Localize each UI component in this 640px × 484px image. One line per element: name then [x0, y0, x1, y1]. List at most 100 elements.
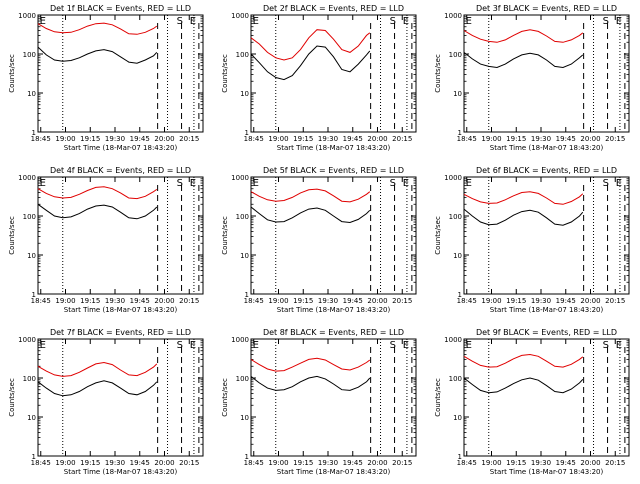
chart-panel-4: Det 4f BLACK = Events, RED = LLD 1 10 100 10… — [8, 166, 204, 314]
chart-title: Det 4f BLACK = Events, RED = LLD — [50, 166, 191, 175]
x-tick-label: 19:15 — [293, 459, 313, 467]
y-tick-label: 1 — [458, 453, 462, 461]
x-axis-label: Start Time (18-Mar-07 18:43:20) — [277, 468, 391, 476]
plot-frame — [463, 14, 630, 133]
chart-panel-9: Det 9f BLACK = Events, RED = LLD 1 10 100 10… — [434, 328, 630, 476]
plot-frame — [250, 176, 417, 295]
series-line-red — [250, 357, 371, 372]
event-marker-label: S — [177, 178, 183, 189]
x-tick-label: 19:45 — [556, 459, 576, 467]
x-tick-label: 19:30 — [105, 297, 125, 305]
series-line-black — [37, 46, 158, 64]
event-marker-label: S — [390, 340, 396, 351]
y-tick-label: 1000 — [444, 174, 462, 182]
plot-frame — [37, 338, 204, 457]
x-tick-label: 19:00 — [55, 459, 75, 467]
y-tick-label: 1 — [32, 453, 36, 461]
y-tick-label: 10 — [453, 90, 462, 98]
y-tick-label: 10 — [240, 252, 249, 260]
y-tick-label: 1000 — [231, 336, 249, 344]
event-marker-label: E — [403, 340, 409, 351]
x-tick-label: 20:15 — [605, 297, 625, 305]
x-tick-label: 19:30 — [105, 135, 125, 143]
x-tick-label: 20:00 — [154, 459, 174, 467]
plot-frame — [250, 14, 417, 133]
x-tick-label: 18:45 — [244, 459, 264, 467]
series-line-black — [250, 45, 371, 81]
x-tick-label: 20:15 — [179, 135, 199, 143]
x-tick-label: 19:00 — [55, 135, 75, 143]
x-tick-label: 19:15 — [80, 459, 100, 467]
y-tick-label: 1 — [245, 129, 249, 137]
x-tick-label: 19:30 — [531, 459, 551, 467]
x-tick-label: 20:00 — [154, 297, 174, 305]
chart-panel-6: Det 6f BLACK = Events, RED = LLD 1 10 100 10… — [434, 166, 630, 314]
plot-frame — [37, 176, 204, 295]
y-axis-label: Counts/sec — [221, 54, 229, 93]
x-tick-label: 18:45 — [457, 135, 477, 143]
y-tick-label: 1000 — [18, 174, 36, 182]
chart-title: Det 6f BLACK = Events, RED = LLD — [476, 166, 617, 175]
event-marker-label: S — [603, 178, 609, 189]
series-line-black — [463, 52, 584, 69]
y-axis-label: Counts/sec — [8, 378, 16, 417]
series-line-black — [250, 206, 371, 224]
x-tick-label: 20:15 — [179, 459, 199, 467]
event-marker-label: E — [253, 340, 259, 351]
x-tick-label: 19:45 — [343, 135, 363, 143]
x-tick-label: 20:00 — [580, 297, 600, 305]
event-marker-label: E — [466, 16, 472, 27]
y-tick-label: 100 — [23, 213, 36, 221]
y-axis-label: Counts/sec — [434, 216, 442, 255]
y-axis-label: Counts/sec — [8, 54, 16, 93]
y-tick-label: 100 — [236, 375, 249, 383]
series-line-black — [463, 377, 584, 394]
chart-title: Det 7f BLACK = Events, RED = LLD — [50, 328, 191, 337]
event-marker-label: E — [40, 178, 46, 189]
event-marker-label: E — [403, 178, 409, 189]
chart-panel-7: Det 7f BLACK = Events, RED = LLD 1 10 100 10… — [8, 328, 204, 476]
x-axis-label: Start Time (18-Mar-07 18:43:20) — [490, 144, 604, 152]
x-tick-label: 19:30 — [318, 135, 338, 143]
series-line-red — [463, 353, 584, 368]
event-marker-label: S — [390, 178, 396, 189]
y-tick-label: 100 — [23, 375, 36, 383]
event-marker-label: E — [190, 340, 196, 351]
x-tick-label: 19:45 — [130, 297, 150, 305]
x-axis-label: Start Time (18-Mar-07 18:43:20) — [64, 306, 178, 314]
x-tick-label: 18:45 — [31, 297, 51, 305]
plot-frame — [37, 14, 204, 133]
x-tick-label: 20:00 — [580, 459, 600, 467]
event-marker-label: E — [466, 178, 472, 189]
chart-title: Det 9f BLACK = Events, RED = LLD — [476, 328, 617, 337]
series-line-red — [250, 29, 371, 61]
series-line-red — [250, 188, 371, 203]
event-marker-label: E — [40, 16, 46, 27]
series-line-red — [37, 186, 158, 200]
x-axis-label: Start Time (18-Mar-07 18:43:20) — [490, 468, 604, 476]
chart-panel-8: Det 8f BLACK = Events, RED = LLD 1 10 100 10… — [221, 328, 417, 476]
series-line-red — [37, 22, 158, 35]
y-tick-label: 100 — [23, 51, 36, 59]
y-tick-label: 100 — [449, 375, 462, 383]
x-axis-label: Start Time (18-Mar-07 18:43:20) — [64, 468, 178, 476]
x-tick-label: 19:15 — [506, 297, 526, 305]
x-tick-label: 20:00 — [154, 135, 174, 143]
y-tick-label: 10 — [27, 414, 36, 422]
series-line-red — [37, 361, 158, 377]
series-line-red — [463, 191, 584, 205]
x-tick-label: 19:30 — [318, 459, 338, 467]
y-tick-label: 1 — [245, 291, 249, 299]
x-tick-label: 19:00 — [268, 459, 288, 467]
x-tick-label: 19:45 — [343, 459, 363, 467]
series-line-red — [463, 29, 584, 43]
plot-frame — [463, 176, 630, 295]
plot-frame — [250, 338, 417, 457]
x-tick-label: 20:15 — [605, 459, 625, 467]
x-tick-label: 20:00 — [367, 297, 387, 305]
x-tick-label: 20:00 — [580, 135, 600, 143]
event-marker-label: S — [177, 340, 183, 351]
x-tick-label: 18:45 — [244, 297, 264, 305]
x-tick-label: 19:15 — [80, 297, 100, 305]
